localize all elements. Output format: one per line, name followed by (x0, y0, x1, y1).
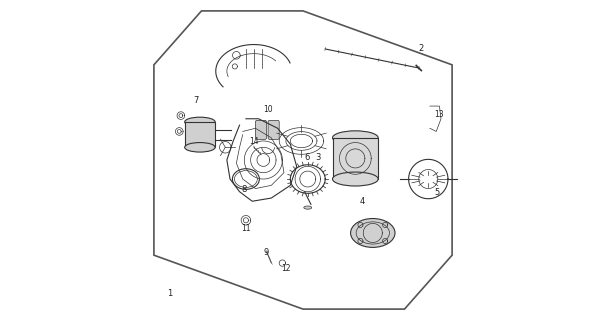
Text: 8: 8 (241, 185, 247, 194)
Text: 9: 9 (264, 248, 268, 257)
Bar (185, 122, 215, 147)
Text: 2: 2 (419, 44, 424, 52)
Ellipse shape (351, 219, 395, 247)
Text: 6: 6 (305, 153, 310, 162)
Ellipse shape (185, 142, 215, 152)
Text: 5: 5 (435, 188, 440, 197)
FancyBboxPatch shape (255, 120, 267, 140)
Text: 12: 12 (281, 264, 290, 273)
Ellipse shape (333, 172, 378, 186)
Text: 7: 7 (193, 96, 199, 105)
Text: 4: 4 (360, 197, 365, 206)
Text: 10: 10 (264, 105, 273, 115)
Ellipse shape (333, 131, 378, 145)
Text: 14: 14 (249, 137, 259, 146)
Ellipse shape (185, 117, 215, 127)
Text: 1: 1 (167, 289, 172, 299)
Bar (333, 138, 378, 179)
Text: 13: 13 (435, 110, 444, 119)
Ellipse shape (304, 206, 311, 209)
Text: 3: 3 (316, 153, 321, 162)
FancyBboxPatch shape (268, 120, 279, 140)
Text: 11: 11 (241, 224, 251, 233)
